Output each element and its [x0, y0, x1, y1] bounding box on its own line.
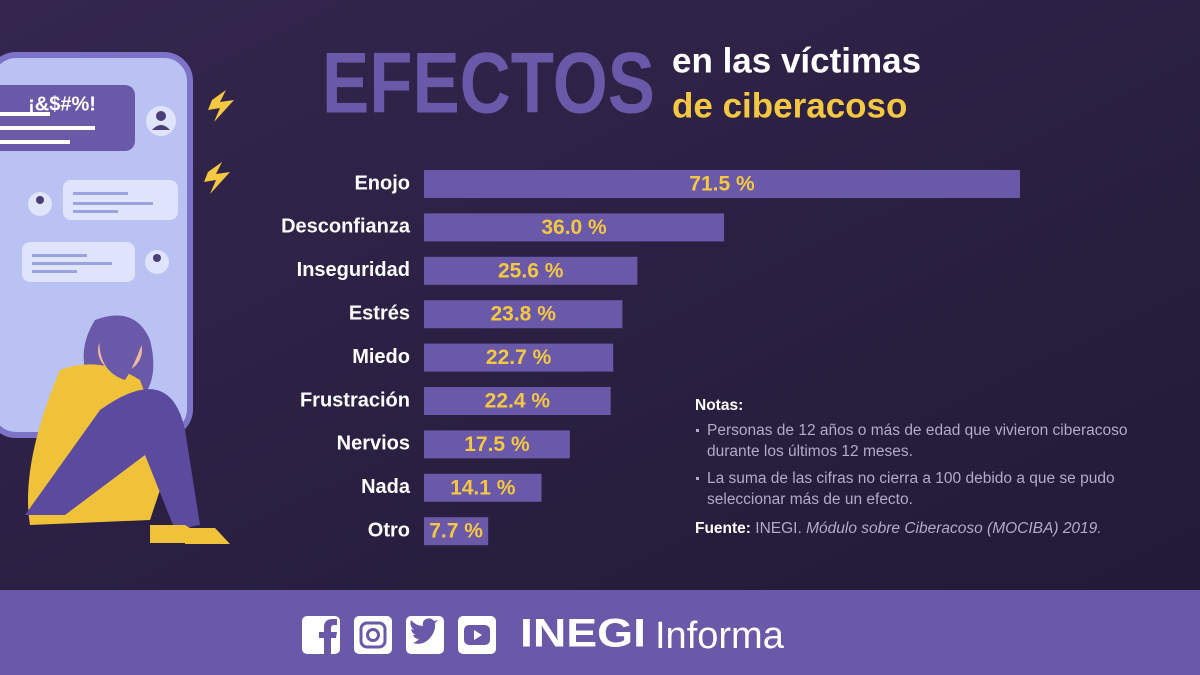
source-label: Fuente:	[695, 520, 751, 537]
value-label: 25.6 %	[498, 259, 564, 282]
category-label: Otro	[368, 519, 410, 541]
bar	[424, 387, 611, 415]
phone-illustration	[0, 52, 234, 438]
source-title: Módulo sobre Ciberacoso (MOCIBA) 2019.	[806, 520, 1102, 537]
footer-brand: INEGI	[520, 612, 646, 656]
value-label: 14.1 %	[450, 476, 516, 499]
bar	[424, 300, 623, 329]
footer-suffix: Informa	[655, 615, 785, 657]
bar	[424, 473, 542, 502]
value-label: 23.8 %	[490, 303, 556, 326]
bar	[424, 430, 570, 459]
category-label: Miedo	[352, 346, 410, 368]
category-label: Inseguridad	[297, 259, 410, 281]
notes: Notas: Personas de 12 años o más de edad…	[695, 395, 1175, 539]
note: La suma de las cifras no cierra a 100 de…	[695, 468, 1175, 510]
value-label: 36.0 %	[541, 216, 607, 239]
bar	[424, 170, 1020, 198]
category-label: Enojo	[354, 172, 410, 194]
footer-band	[0, 590, 1200, 675]
bubble-text: ¡&$#%!	[28, 93, 96, 115]
note: Personas de 12 años o más de edad que vi…	[695, 420, 1175, 462]
bar	[424, 517, 489, 546]
source-org: INEGI.	[755, 520, 802, 537]
subtitle: de ciberacoso	[672, 86, 907, 125]
social-icons	[302, 616, 496, 654]
value-label: 7.7 %	[429, 520, 483, 543]
category-label: Nada	[361, 476, 411, 498]
category-label: Frustración	[300, 389, 410, 411]
bar	[424, 343, 614, 372]
category-label: Estrés	[349, 302, 410, 324]
subtitle: en las víctimas	[672, 41, 921, 80]
bar	[424, 213, 725, 242]
chart-title: EFECTOS	[322, 36, 655, 132]
value-label: 17.5 %	[464, 433, 530, 456]
value-label: 22.7 %	[486, 346, 552, 369]
category-label: Desconfianza	[281, 216, 411, 238]
notes-heading: Notas:	[695, 397, 744, 414]
person-illustration	[25, 315, 230, 544]
value-label: 22.4 %	[485, 390, 551, 413]
background	[0, 0, 1200, 590]
bar	[424, 256, 638, 285]
source: Fuente: INEGI. Módulo sobre Ciberacoso (…	[695, 518, 1175, 539]
value-label: 71.5 %	[689, 173, 755, 196]
category-label: Nervios	[337, 433, 410, 455]
